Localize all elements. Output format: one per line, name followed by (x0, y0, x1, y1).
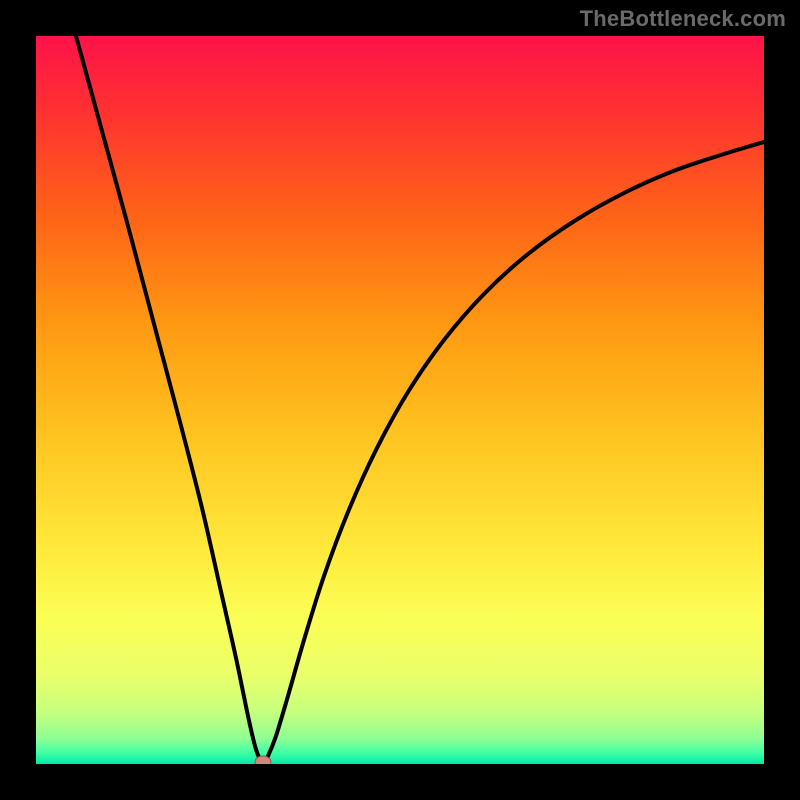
curve-right-branch (263, 142, 764, 764)
bottleneck-curve (36, 36, 764, 764)
plot-area (36, 36, 764, 764)
chart-frame: TheBottleneck.com (0, 0, 800, 800)
minimum-marker (255, 756, 271, 764)
curve-left-branch (76, 36, 263, 764)
watermark-text: TheBottleneck.com (580, 6, 786, 32)
